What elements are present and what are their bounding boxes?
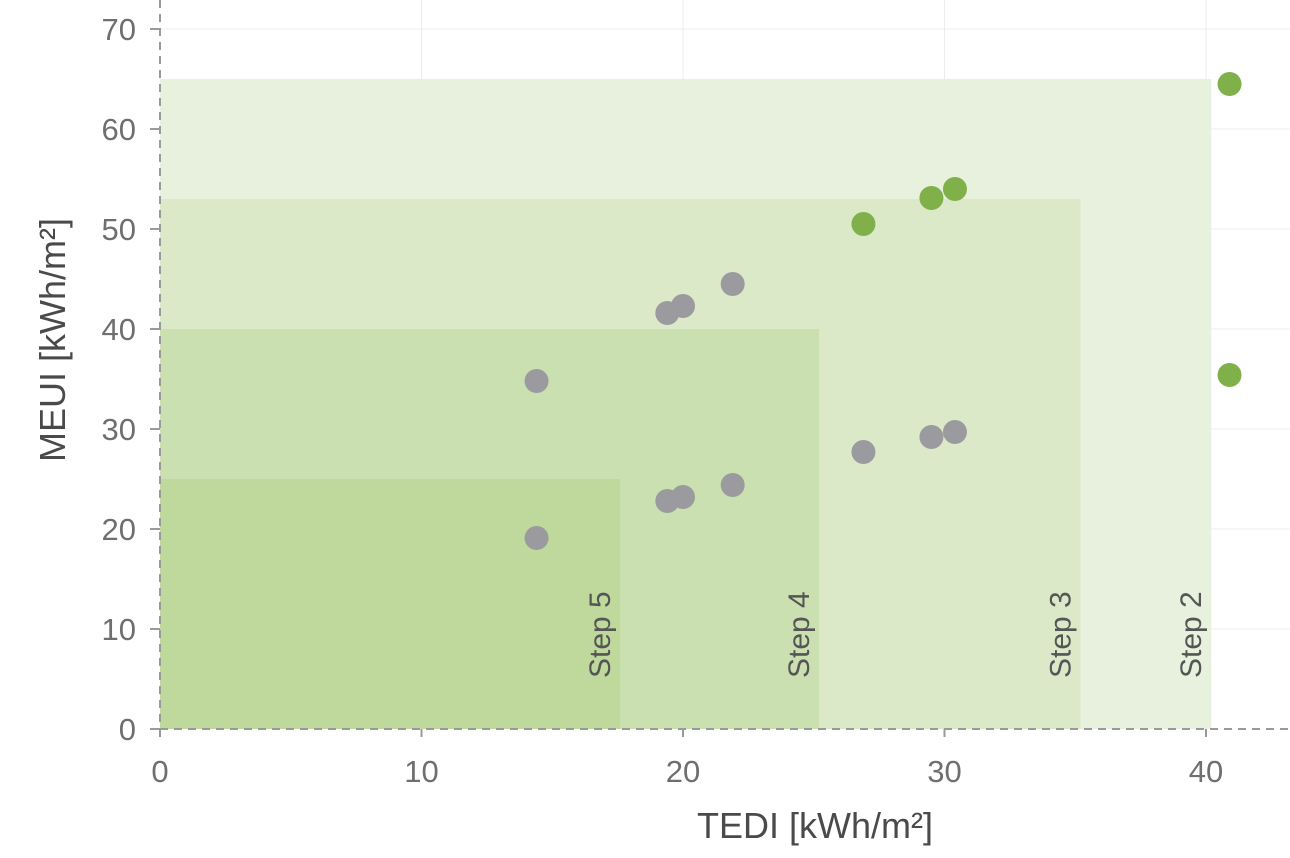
data-point-s1-10 <box>942 420 967 444</box>
zone-label-step-5: Step 5 <box>584 591 617 678</box>
x-axis-title: TEDI [kWh/m²] <box>697 805 933 846</box>
data-point-s0-0 <box>851 212 876 236</box>
y-tick-label-50: 50 <box>102 212 136 247</box>
zone-label-step-2: Step 2 <box>1175 591 1208 678</box>
step-zone-labels: Step 2 Step 3 Step 4 Step 5 <box>584 591 1208 678</box>
data-points <box>524 72 1242 550</box>
x-tick-label-10: 10 <box>404 754 438 789</box>
data-point-s0-3 <box>1217 72 1242 96</box>
zone-label-step-3: Step 3 <box>1044 591 1077 678</box>
zone-label-step-4: Step 4 <box>783 591 816 678</box>
y-tick-label-70: 70 <box>102 12 136 47</box>
data-point-s1-3 <box>671 294 695 318</box>
step-zones <box>160 79 1212 729</box>
data-point-s1-8 <box>851 440 876 464</box>
x-tick-label-20: 20 <box>666 754 700 789</box>
x-tick-label-30: 30 <box>927 754 961 789</box>
y-axis-ticks: 0 10 20 30 40 50 60 70 <box>102 12 160 747</box>
data-point-s1-9 <box>919 425 944 449</box>
data-point-s0-1 <box>919 186 944 210</box>
data-point-s0-2 <box>942 177 967 201</box>
y-tick-label-60: 60 <box>102 112 136 147</box>
data-point-s1-7 <box>720 473 745 497</box>
y-axis-title: MEUI [kWh/m²] <box>32 218 73 462</box>
data-point-s1-1 <box>524 526 549 550</box>
y-tick-label-30: 30 <box>102 412 136 447</box>
x-tick-label-0: 0 <box>151 754 168 789</box>
y-tick-label-10: 10 <box>102 612 136 647</box>
y-tick-label-40: 40 <box>102 312 136 347</box>
data-point-s1-4 <box>720 272 745 296</box>
y-tick-label-0: 0 <box>119 712 136 747</box>
zone-step-5 <box>160 479 621 729</box>
axes <box>159 0 1290 730</box>
x-axis-ticks: 0 10 20 30 40 <box>151 729 1223 789</box>
data-point-s1-6 <box>671 485 695 509</box>
y-tick-label-20: 20 <box>102 512 136 547</box>
x-tick-label-40: 40 <box>1189 754 1223 789</box>
data-point-s0-4 <box>1217 363 1242 387</box>
data-point-s1-0 <box>524 369 549 393</box>
